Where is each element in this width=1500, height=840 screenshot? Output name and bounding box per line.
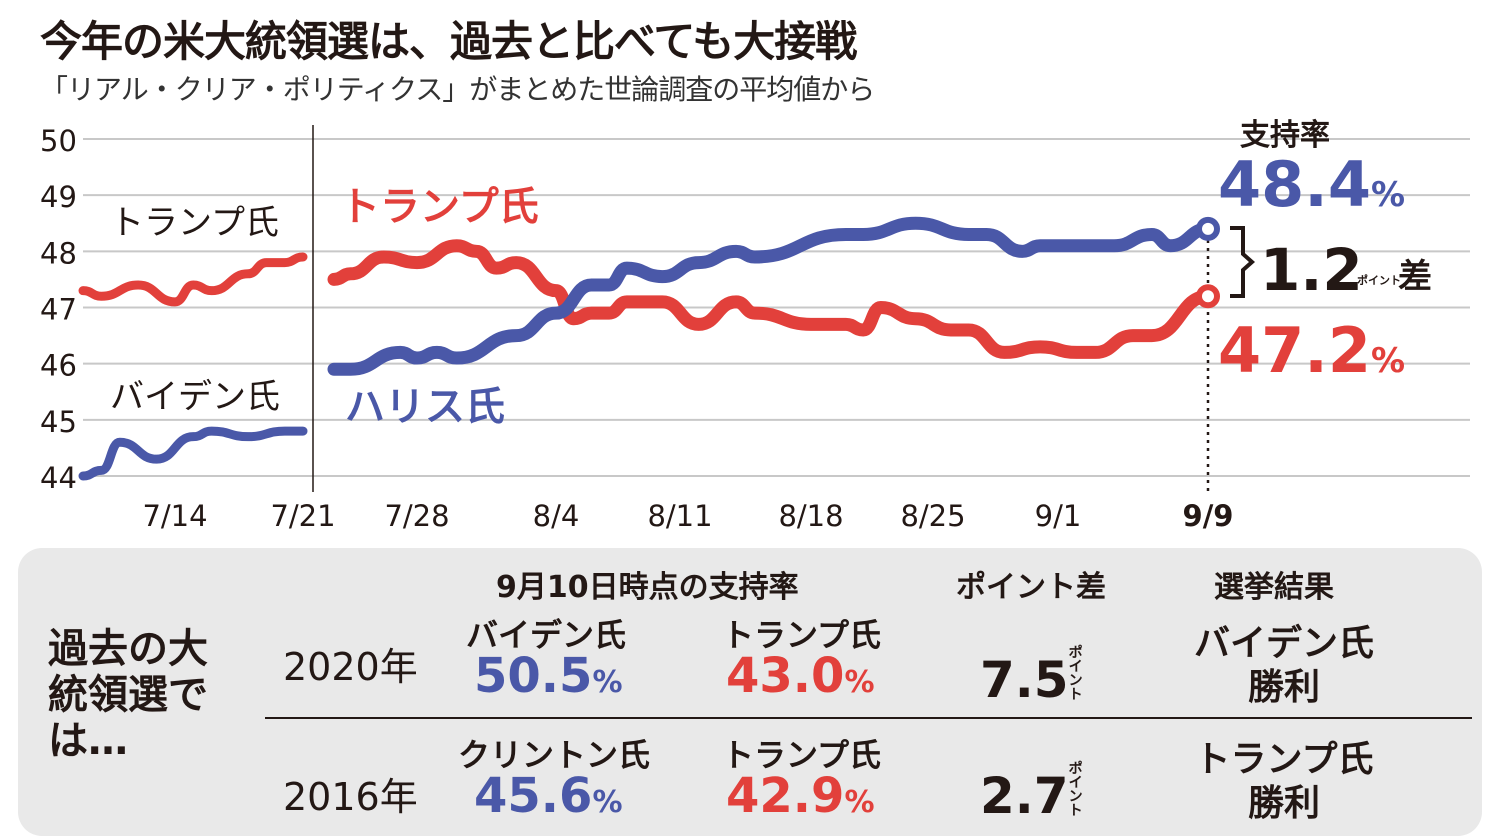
gap-unit: ポイント	[1357, 273, 1401, 287]
page-subtitle: 「リアル・クリア・ポリティクス」がまとめた世論調査の平均値から	[40, 73, 875, 106]
end-point-marker	[1196, 284, 1220, 309]
rep-name: トランプ氏	[722, 736, 882, 774]
support-rate-label: 支持率	[1240, 118, 1330, 153]
year: 2020年	[283, 645, 418, 689]
series-line-trump-panel-1	[78, 252, 308, 307]
right-trump-label: トランプ氏	[340, 184, 539, 230]
trump-final-value: 47.2%	[1218, 314, 1405, 387]
rep-pct: 42.9%	[726, 768, 875, 824]
header-diff: ポイント差	[956, 570, 1106, 605]
gap-value: 1.2	[1260, 236, 1363, 304]
x-tick-label: 8/4	[533, 499, 580, 533]
x-tick-label: 7/28	[384, 499, 449, 533]
x-tick-label: 9/1	[1035, 499, 1082, 533]
rep-name: トランプ氏	[722, 616, 882, 654]
end-point-marker	[1196, 216, 1220, 241]
header-support: 9月10日時点の支持率	[496, 570, 799, 605]
gap-suffix: 差	[1398, 257, 1432, 297]
y-tick-label: 45	[40, 405, 77, 439]
line-chart: 50 49 48 47 46 45 44 7/14 7/21 7/28 8/4 8/11 8/18 8/…	[40, 118, 1470, 533]
past-elections-label: 過去の大統領選では…	[48, 626, 208, 764]
past-elections-panel: 過去の大統領選では… 9月10日時点の支持率 ポイント差 選挙結果 2020年 …	[18, 548, 1482, 836]
x-tick-label: 8/25	[900, 499, 965, 533]
y-tick-label: 48	[40, 236, 77, 270]
x-tick-label: 8/11	[647, 499, 712, 533]
rep-pct: 43.0%	[726, 648, 875, 704]
x-tick-label: 7/14	[142, 499, 207, 533]
x-tick-label: 7/21	[270, 499, 335, 533]
x-axis-ticks: 7/14 7/21 7/28 8/4 8/11 8/18 8/25 9/1 9/9	[142, 499, 1233, 533]
y-tick-label: 50	[40, 124, 77, 158]
left-trump-label: トランプ氏	[110, 203, 279, 243]
x-tick-label: 9/9	[1183, 499, 1234, 533]
y-axis-ticks: 50 49 48 47 46 45 44	[40, 124, 77, 495]
point-diff: 2.7ポイント	[980, 761, 1083, 825]
dem-pct: 50.5%	[474, 648, 623, 704]
series-line-democrat-panel-1	[78, 426, 308, 481]
election-result: トランプ氏勝利	[1194, 739, 1374, 824]
series-line-democrat-panel-2	[327, 216, 1215, 376]
y-tick-label: 47	[40, 293, 77, 327]
dem-name: クリントン氏	[458, 736, 651, 774]
left-biden-label: バイデン氏	[110, 377, 280, 417]
header-result: 選挙結果	[1214, 570, 1334, 605]
year: 2016年	[283, 775, 418, 819]
right-harris-label: ハリス氏	[345, 384, 505, 430]
y-tick-label: 46	[40, 349, 77, 383]
y-tick-label: 44	[40, 461, 77, 495]
dem-pct: 45.6%	[474, 768, 623, 824]
row-divider	[265, 717, 1472, 719]
dem-name: バイデン氏	[466, 616, 627, 654]
page-title: 今年の米大統領選は、過去と比べても大接戦	[40, 17, 857, 66]
series-line-trump-panel-2	[327, 239, 1215, 359]
election-result: バイデン氏勝利	[1193, 623, 1374, 708]
harris-final-value: 48.4%	[1218, 148, 1405, 221]
x-tick-label: 8/18	[778, 499, 843, 533]
point-diff: 7.5ポイント	[980, 645, 1083, 709]
y-tick-label: 49	[40, 180, 77, 214]
gap-bracket	[1230, 226, 1256, 298]
